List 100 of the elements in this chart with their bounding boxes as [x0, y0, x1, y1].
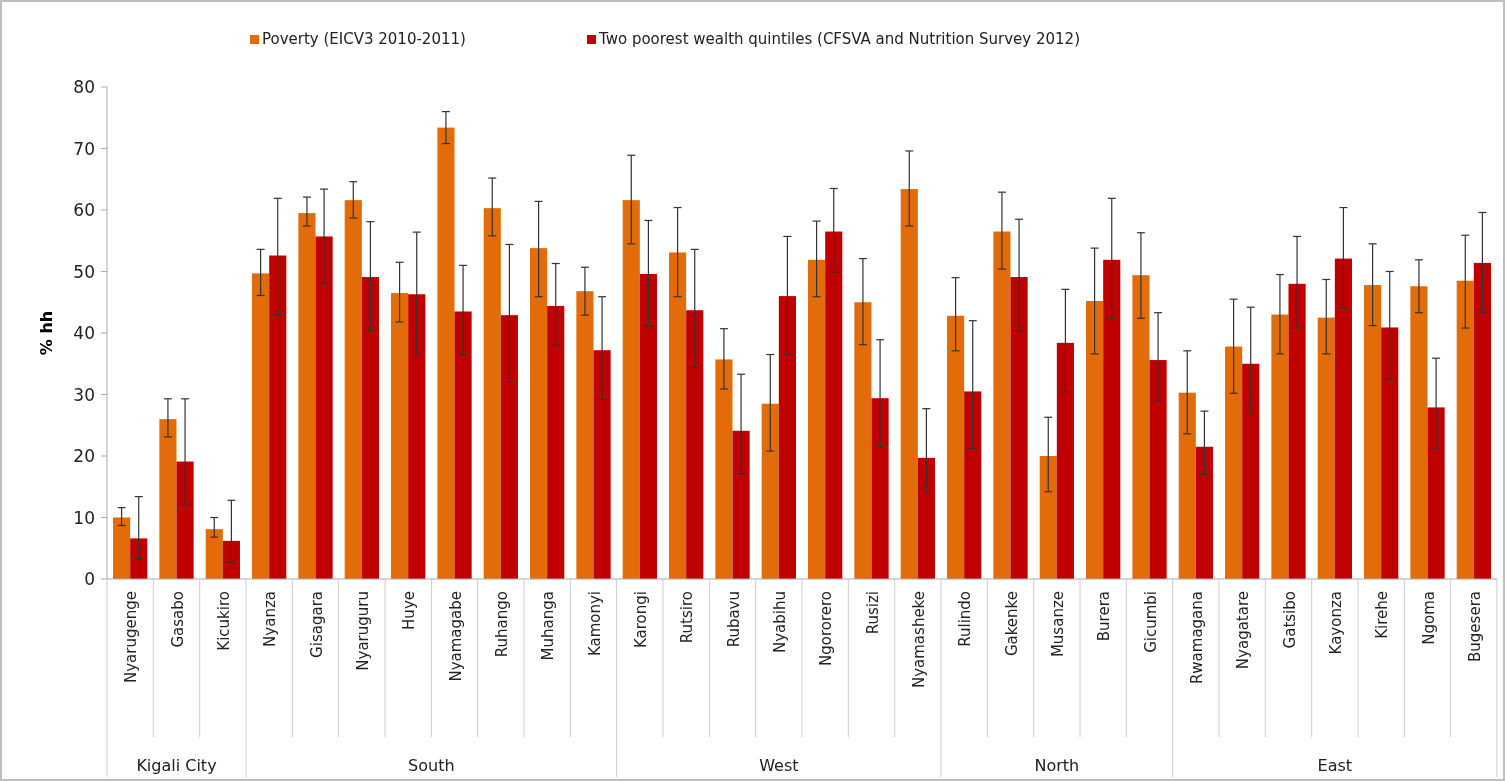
bar	[1086, 301, 1104, 579]
bar	[298, 213, 316, 579]
x-tick-label: Rwamagana	[1187, 591, 1206, 685]
bar	[947, 315, 965, 579]
text: North	[1034, 756, 1080, 775]
bar	[900, 189, 918, 579]
bar	[1056, 342, 1074, 579]
x-tick-label: Huye	[400, 591, 419, 630]
x-tick-label: Nyanza	[261, 591, 280, 647]
x-tick-label: Kayonza	[1326, 591, 1345, 655]
y-tick-label: 20	[73, 446, 95, 466]
bar	[715, 359, 733, 579]
y-tick-label: 10	[73, 507, 95, 528]
bar	[1132, 275, 1150, 579]
text: South	[408, 756, 455, 775]
y-tick-label: 0	[84, 569, 95, 589]
x-tick-label: Ruhango	[492, 591, 511, 658]
bar	[1195, 446, 1213, 579]
x-tick-label: Kamonyi	[585, 591, 604, 657]
bar	[252, 273, 270, 579]
bar	[1225, 346, 1243, 579]
bar	[1288, 283, 1306, 579]
bar	[500, 315, 518, 579]
bar	[176, 461, 194, 579]
bar	[1178, 392, 1196, 579]
x-tick-label: Rubavu	[724, 591, 743, 648]
bar	[113, 517, 131, 579]
bar	[361, 277, 379, 579]
x-tick-label: Gakenke	[1002, 591, 1021, 657]
bar	[808, 259, 826, 579]
bar	[778, 296, 796, 579]
x-tick-label: Bugesera	[1465, 591, 1484, 662]
x-tick-label: Nyagatare	[1234, 591, 1253, 670]
bar	[669, 252, 687, 579]
bar	[408, 294, 426, 579]
x-tick-label: Nyamagabe	[446, 591, 465, 682]
x-tick-label: Nyarugenge	[122, 591, 141, 683]
bar	[964, 391, 982, 579]
bar	[454, 311, 472, 579]
bar	[1456, 280, 1474, 579]
bar	[622, 200, 640, 579]
bar	[1473, 262, 1491, 579]
bar	[593, 350, 611, 579]
bar	[686, 310, 704, 579]
x-tick-label: Burera	[1095, 591, 1114, 642]
x-tick-label: Ngororero	[817, 591, 836, 667]
bar	[344, 200, 362, 579]
text: Kigali City	[136, 756, 217, 775]
bar	[1427, 407, 1445, 579]
x-tick-label: Gatsibo	[1280, 591, 1299, 649]
bar	[993, 231, 1011, 579]
x-tick-label: Muhanga	[539, 591, 558, 661]
x-tick-label: Rusizi	[863, 591, 882, 635]
y-tick-label: 80	[73, 77, 95, 97]
text: West	[759, 756, 799, 775]
bar	[1381, 327, 1399, 579]
bar	[1334, 258, 1352, 579]
bar	[205, 529, 223, 579]
bar	[222, 540, 240, 579]
bar	[732, 430, 750, 579]
x-tick-label: Karongi	[631, 591, 650, 648]
x-tick-label: Nyabihu	[770, 591, 789, 653]
x-tick-label: Gisagara	[307, 591, 326, 658]
bar	[530, 248, 548, 579]
bar	[1364, 285, 1382, 579]
y-tick-label: 50	[73, 261, 95, 282]
bar	[1242, 363, 1260, 579]
bar	[1010, 277, 1028, 579]
y-tick-label: 40	[73, 323, 95, 343]
bar	[576, 291, 594, 579]
x-tick-label: Nyamasheke	[909, 591, 928, 689]
y-axis-title: % hh	[37, 310, 56, 356]
bar	[1149, 360, 1167, 579]
bar	[159, 419, 177, 579]
bar	[547, 305, 565, 579]
bar	[1410, 286, 1428, 579]
bar	[130, 538, 148, 579]
bar	[917, 457, 935, 579]
bar	[1317, 317, 1335, 579]
x-tick-label: Rulindo	[956, 591, 975, 647]
legend-label: Two poorest wealth quintiles (CFSVA and Nutrition Survey 2012)	[598, 30, 1080, 48]
x-tick-label: Musanze	[1048, 591, 1067, 658]
legend-label: Poverty (EICV3 2010-2011)	[262, 30, 466, 48]
bar	[1039, 456, 1057, 579]
bar	[391, 293, 409, 579]
y-tick-label: 60	[73, 200, 95, 220]
bar	[315, 236, 333, 579]
x-tick-label: Gasabo	[168, 591, 187, 648]
y-tick-label: 70	[73, 138, 95, 159]
bar	[1271, 314, 1289, 579]
bar	[269, 255, 287, 579]
bar	[639, 273, 657, 579]
bar	[437, 127, 455, 579]
bar	[825, 231, 843, 579]
x-tick-label: Kirehe	[1373, 591, 1392, 639]
x-tick-label: Gicumbi	[1141, 591, 1160, 653]
text: East	[1317, 756, 1353, 775]
x-tick-label: Kicukiro	[214, 591, 233, 651]
bar	[483, 208, 501, 579]
bar	[854, 302, 872, 579]
